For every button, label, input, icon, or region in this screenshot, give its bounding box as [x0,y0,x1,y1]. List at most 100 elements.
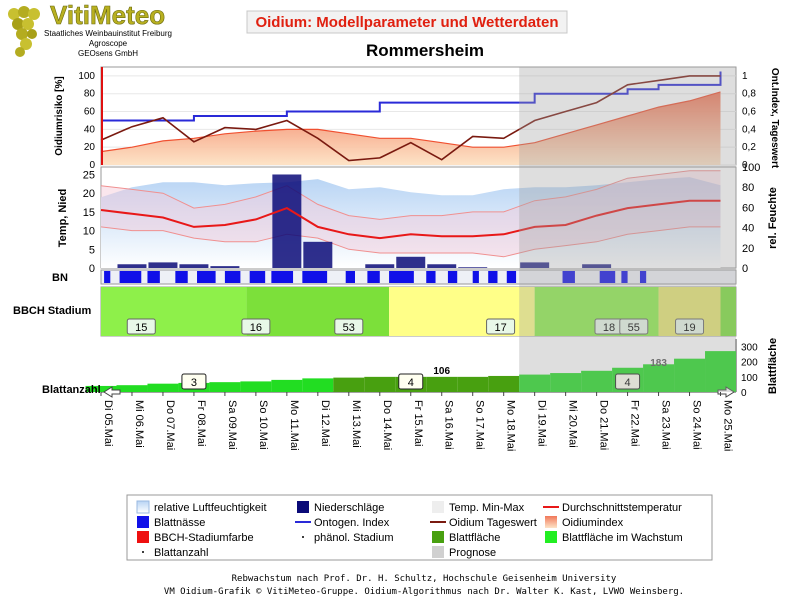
legend-swatch [137,516,149,528]
blattnaesse-segment [302,271,328,283]
bbch-panel: 15 16 53 17 18 55 19 [100,286,737,337]
bbch-stage-label: 16 [250,322,262,334]
temp-minmax-band [101,170,721,257]
blattnaesse-segment [345,271,355,283]
precip-bar [117,264,147,268]
blattnaesse-segment [488,271,498,283]
x-tick-label: Do 07.Mai [164,400,176,450]
y2-tick-label: 80 [742,182,754,194]
legend-swatch [137,531,149,543]
bbch-stage-box [241,318,271,335]
blattnaesse-segment [147,271,160,283]
legend-swatch [136,500,150,514]
precip-bar [458,267,488,268]
y-tick-label: 5 [89,244,95,256]
x-tick-label: Mo 18.Mai [505,400,517,451]
blattnaesse-segment [562,271,575,283]
legend-swatch [432,531,444,543]
y-tick-label: 100 [78,71,95,82]
leaf-area-bar [674,358,706,392]
blattnaesse-segment [119,271,142,283]
leaf-area-bar [364,376,396,392]
blattnaesse-segment [271,271,294,283]
oidium-ylabel-right: Ont.Index, Tageswert [769,68,780,169]
prognose-shade [519,67,736,392]
precip-bar [272,174,302,268]
y2-tick-label: 0,8 [742,89,756,100]
blattnaesse-segment [621,271,628,283]
bbch-label: BBCH Stadium [13,305,91,317]
precip-bar [303,241,333,268]
leaf-area-bar [333,377,365,392]
y2-tick-label: 100 [741,373,758,384]
blattnaesse-segment [472,271,479,283]
leaf-area-bar [488,375,520,392]
y2-tick-label: 40 [742,223,754,235]
precip-bar [148,262,178,268]
legend-swatch [545,516,557,528]
oidiumindex-area [101,91,721,165]
temp-avg-line [100,199,721,240]
blattnaesse-segment [197,271,216,283]
y2-tick-label: 0,4 [742,124,756,135]
grape-icon [8,6,40,57]
leaf-area-bar [426,376,458,392]
blattnaesse-segment [426,271,436,283]
blattnaesse-segment [175,271,188,283]
y2-tick-label: 200 [741,358,758,369]
y2-tick-label: 0 [741,388,747,399]
blattnaesse-segment [506,271,517,283]
x-tick-label: Mo 11.Mai [288,400,300,451]
blattnaesse-segment [639,271,647,283]
location-title: Rommersheim [366,41,484,60]
bbch-stage-label: 53 [343,322,355,334]
blattnaesse-segment [104,271,111,283]
legend-swatch [432,546,444,558]
leaf-area-bar [550,373,582,392]
y-tick-label: 0 [89,263,95,275]
legend-label: Oidiumindex [562,517,624,529]
y-tick-label: 20 [83,188,95,200]
precip-bar [427,264,457,268]
blattanzahl-label: Blattanzahl [42,384,101,396]
temp-max-line [100,170,721,220]
y-tick-label: 40 [84,124,96,135]
leaf-count-label: 4 [408,377,414,389]
y-tick-label: 15 [83,207,95,219]
y-tick-label: 25 [83,169,95,181]
x-tick-label: Di 12.Mai [319,400,331,446]
weather-ylabel-left: Temp, Nied [57,189,69,247]
chart-title: Oidium: Modellparameter und Wetterdaten [255,14,558,31]
y2-tick-label: 0 [742,263,748,275]
y2-tick-label: 100 [742,162,760,174]
leaf-area-bar [581,370,613,392]
y2-tick-label: 0,6 [742,107,756,118]
x-tick-label: Di 19.Mai [536,400,548,446]
legend-swatch [545,531,557,543]
legend-box [126,494,713,561]
leaf-panel: 106 183 3 4 4 0 100 200 300 [85,339,758,399]
legend-label: Blattanzahl [154,547,208,559]
forecast-overlay [519,67,736,392]
bbch-stage-box [675,318,705,335]
precip-bar [582,264,612,268]
leaf-area-value: 183 [650,358,667,369]
legend-label: Durchschnittstemperatur [562,502,682,514]
y-tick-label: 60 [84,107,96,118]
x-tick-label: Do 21.Mai [598,400,610,450]
x-tick-label: So 17.Mai [474,400,486,450]
weather-ylabel-right: rel. Feuchte [767,187,779,249]
leaf-area-bar [705,351,736,392]
bbch-stage-box [619,318,649,335]
leaf-area-bar [209,382,241,392]
logo-text: VitiMeteo [50,0,165,30]
legend-swatch [302,536,304,538]
x-tick-label: Mi 20.Mai [567,400,579,448]
bbch-stage-box [126,318,156,335]
precip-bar [365,264,395,268]
x-tick-label: Fr 08.Mai [195,400,207,446]
brand-line-2: Agroscope [89,39,128,48]
legend-label: Blattfläche [449,532,500,544]
x-tick-label: Mi 13.Mai [350,400,362,448]
bbch-stage [101,287,247,336]
